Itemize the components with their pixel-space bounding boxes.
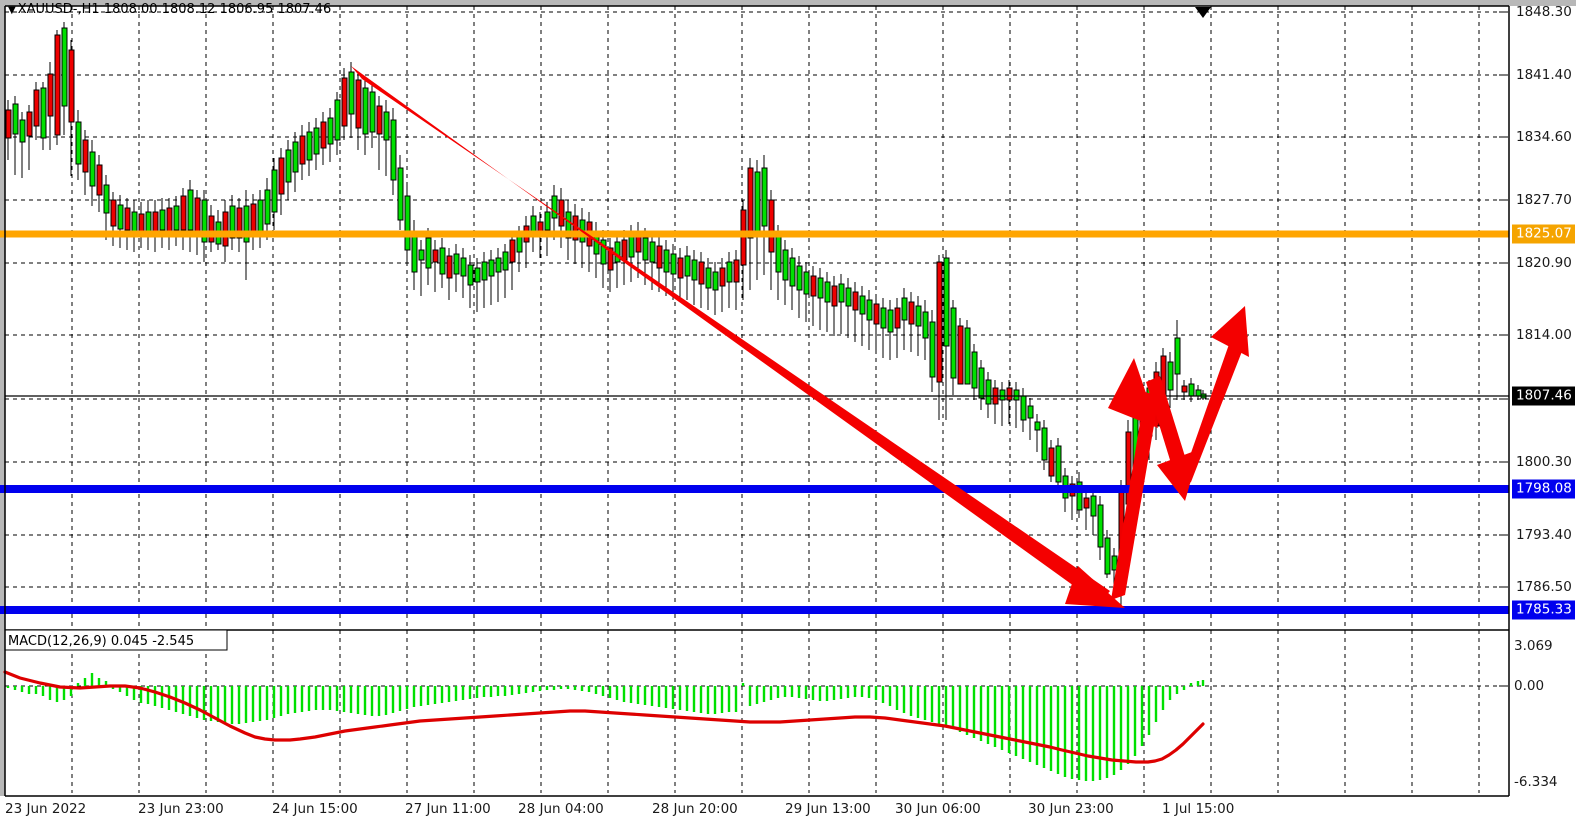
price-tick-1800: 1800.30 bbox=[1516, 454, 1572, 470]
support-price-tag-1798[interactable]: 1798.08 bbox=[1512, 479, 1575, 499]
price-tick-1786: 1786.50 bbox=[1516, 579, 1572, 595]
time-tick-1: 23 Jun 23:00 bbox=[138, 801, 224, 817]
plot-background bbox=[5, 6, 1509, 796]
time-tick-4: 28 Jun 04:00 bbox=[518, 801, 604, 817]
window-left-border bbox=[0, 6, 5, 796]
price-tick-1793: 1793.40 bbox=[1516, 527, 1572, 543]
resistance-price-tag[interactable]: 1825.07 bbox=[1512, 224, 1575, 244]
projection-leg-up-1 bbox=[1108, 358, 1159, 600]
time-tick-7: 30 Jun 06:00 bbox=[895, 801, 981, 817]
price-tick-1820: 1820.90 bbox=[1516, 255, 1572, 271]
time-tick-3: 27 Jun 11:00 bbox=[405, 801, 491, 817]
position-marker-icon[interactable] bbox=[1195, 7, 1211, 18]
axis-frame bbox=[4, 5, 1510, 797]
symbol-header-bar[interactable]: ▼ XAUUSD-,H1 1808.00 1808.12 1806.95 1807… bbox=[8, 2, 331, 17]
price-tick-1814: 1814.00 bbox=[1516, 327, 1572, 343]
time-tick-2: 24 Jun 15:00 bbox=[272, 801, 358, 817]
price-tick-1841: 1841.40 bbox=[1516, 67, 1572, 83]
level-lines[interactable] bbox=[0, 230, 1509, 614]
time-tick-6: 29 Jun 13:00 bbox=[785, 801, 871, 817]
time-tick-9: 1 Jul 15:00 bbox=[1162, 801, 1235, 817]
macd-indicator-label: MACD(12,26,9) 0.045 -2.545 bbox=[8, 634, 195, 649]
time-tick-8: 30 Jun 23:00 bbox=[1028, 801, 1114, 817]
downtrend-arrow bbox=[351, 66, 1125, 608]
price-tick-1827: 1827.70 bbox=[1516, 192, 1572, 208]
time-tick-5: 28 Jun 20:00 bbox=[652, 801, 738, 817]
macd-signal-line bbox=[3, 670, 1205, 764]
support-price-tag-1785[interactable]: 1785.33 bbox=[1512, 600, 1575, 620]
price-tick-1848: 1848.30 bbox=[1516, 4, 1572, 20]
window-top-border bbox=[0, 0, 1576, 6]
price-axis-ticks bbox=[1499, 11, 1509, 687]
macd-tick-min: -6.334 bbox=[1514, 774, 1558, 790]
macd-tick-max: 3.069 bbox=[1514, 638, 1553, 654]
current-price-tag[interactable]: 1807.46 bbox=[1512, 386, 1575, 406]
price-tick-1834: 1834.60 bbox=[1516, 129, 1572, 145]
symbol-ohlc-text: XAUUSD-,H1 1808.00 1808.12 1806.95 1807.… bbox=[17, 2, 332, 17]
projection-leg-up-2 bbox=[1178, 306, 1249, 490]
time-tick-0: 23 Jun 2022 bbox=[5, 801, 87, 817]
macd-tick-zero: 0.00 bbox=[1514, 678, 1545, 694]
annotation-arrows[interactable] bbox=[351, 66, 1249, 608]
collapse-chevron-icon[interactable]: ▼ bbox=[8, 5, 16, 16]
